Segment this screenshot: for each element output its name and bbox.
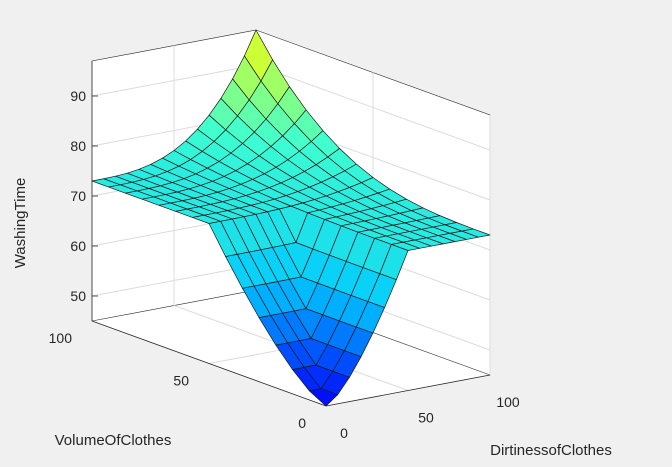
z-axis-label: WashingTime [12,178,29,269]
y-tick-label: 50 [173,373,189,389]
surface-mesh [91,29,491,407]
y-tick-label: 100 [49,330,73,346]
y-axis-label: VolumeOfClothes [55,432,172,449]
x-axis-line [325,374,491,407]
z-tick-label: 50 [70,288,86,304]
y-tick-label: 0 [298,415,306,431]
x-tick-label: 100 [496,394,520,410]
tick-labels: 50 60 70 80 90 0 50 100 0 50 100 [49,88,520,441]
z-tick-label: 70 [70,188,86,204]
y-axis-line [91,320,327,407]
z-tick-label: 80 [70,138,86,154]
x-tick-label: 50 [418,410,434,426]
z-tick-label: 90 [70,88,86,104]
surface-patch [309,388,338,407]
x-axis-label: DirtinessofClothes [490,442,612,459]
x-tick-label: 0 [340,425,348,441]
z-tick-label: 60 [70,238,86,254]
